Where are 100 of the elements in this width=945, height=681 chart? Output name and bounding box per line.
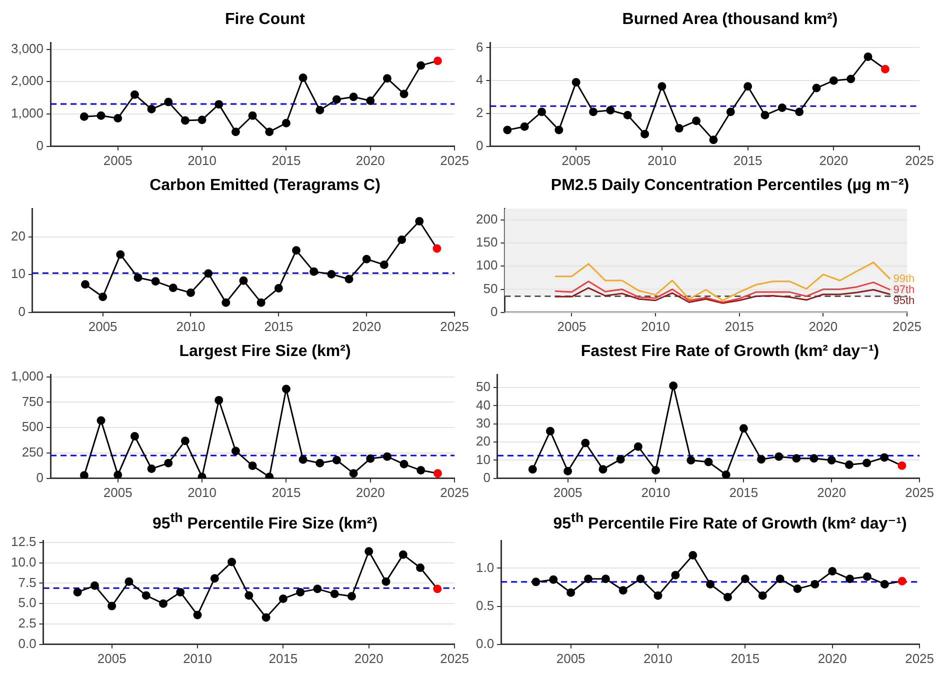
point — [416, 563, 425, 572]
x-tick-label: 2015 — [268, 650, 298, 666]
point — [433, 469, 442, 478]
point — [90, 581, 99, 590]
point — [344, 274, 354, 284]
y-tick-label: 7.5 — [18, 574, 36, 590]
x-tick-label: 2020 — [356, 152, 385, 168]
point — [793, 584, 802, 594]
point — [310, 267, 318, 276]
point — [706, 580, 715, 588]
point — [606, 106, 615, 114]
point — [147, 104, 156, 114]
point — [549, 575, 558, 584]
y-tick-label: 4 — [476, 72, 484, 88]
y-tick-label: 0 — [36, 470, 44, 485]
chart-title: 95$^{th}$ Percentile Fire Rate of Growth (km² day⁻¹) — [552, 509, 908, 532]
point — [316, 106, 324, 114]
point — [739, 424, 748, 433]
x-tick-label: 2010 — [188, 152, 216, 168]
y-tick-label: 2 — [476, 105, 484, 120]
point — [349, 92, 358, 102]
point — [147, 464, 156, 473]
point — [844, 460, 854, 470]
point — [862, 458, 872, 468]
y-tick-label: 200 — [476, 211, 498, 226]
point — [810, 454, 818, 463]
point — [704, 458, 713, 466]
point — [114, 470, 122, 478]
point — [278, 594, 288, 603]
point — [564, 466, 572, 476]
x-tick-label: 2005 — [97, 650, 126, 666]
y-tick-label: 0 — [490, 304, 498, 319]
point — [142, 591, 150, 600]
x-tick-label: 2005 — [88, 318, 118, 334]
point — [778, 104, 786, 112]
point — [116, 250, 125, 259]
point — [829, 76, 838, 85]
y-tick-label: 3,000 — [10, 40, 44, 56]
point — [108, 602, 116, 610]
point — [880, 453, 889, 462]
point — [880, 64, 890, 74]
chart-title: Burned Area (thousand km²) — [621, 10, 839, 30]
point — [80, 471, 88, 478]
x-tick-label: 2010 — [183, 650, 212, 666]
point — [589, 108, 598, 116]
x-tick-label: 2005 — [103, 484, 132, 500]
point — [274, 284, 283, 292]
point — [432, 244, 442, 253]
y-tick-label: 10 — [476, 452, 490, 467]
point — [810, 580, 820, 588]
point — [862, 572, 872, 581]
point — [362, 254, 371, 264]
x-tick-label: 2010 — [641, 484, 670, 500]
point — [618, 586, 628, 595]
point — [636, 574, 645, 584]
point — [566, 588, 576, 597]
point — [416, 61, 426, 70]
point — [214, 100, 224, 109]
point — [265, 128, 274, 136]
x-tick-label: 2025 — [905, 650, 934, 666]
point — [758, 591, 767, 600]
y-tick-label: 0 — [476, 138, 484, 153]
point — [228, 558, 236, 566]
point — [433, 584, 442, 594]
x-tick-label: 2020 — [356, 484, 385, 500]
point — [520, 122, 529, 131]
x-tick-label: 2010 — [188, 484, 216, 500]
chart-title: Fastest Fire Rate of Growth (km² day⁻¹) — [580, 342, 880, 362]
point — [349, 469, 358, 478]
point — [774, 452, 784, 461]
point — [433, 56, 442, 66]
point — [671, 570, 680, 580]
x-tick-label: 2010 — [176, 318, 206, 334]
x-tick-label: 2020 — [354, 650, 384, 666]
x-tick-label: 2020 — [819, 152, 848, 168]
x-tick-label: 2005 — [562, 152, 591, 168]
x-tick-label: 2025 — [905, 152, 934, 168]
point — [134, 273, 142, 282]
point — [180, 116, 190, 125]
point — [898, 461, 906, 470]
y-tick-label: 100 — [476, 258, 498, 273]
x-tick-label: 2010 — [641, 318, 670, 334]
x-tick-label: 2025 — [440, 318, 469, 334]
point — [292, 246, 301, 255]
x-tick-label: 2020 — [817, 484, 846, 500]
point — [398, 236, 406, 244]
point — [616, 455, 625, 464]
point — [546, 426, 554, 436]
chart-title: Largest Fire Size (km²) — [178, 342, 352, 362]
point — [366, 96, 375, 105]
point — [210, 574, 219, 583]
point — [757, 455, 766, 464]
x-tick-label: 2020 — [352, 318, 382, 334]
x-tick-label: 2025 — [440, 152, 469, 168]
x-tick-label: 2015 — [724, 318, 754, 334]
y-tick-label: 5.0 — [18, 595, 36, 610]
point — [124, 577, 134, 586]
y-tick-label: 0.0 — [476, 636, 494, 651]
point — [598, 465, 608, 474]
point — [382, 577, 390, 586]
